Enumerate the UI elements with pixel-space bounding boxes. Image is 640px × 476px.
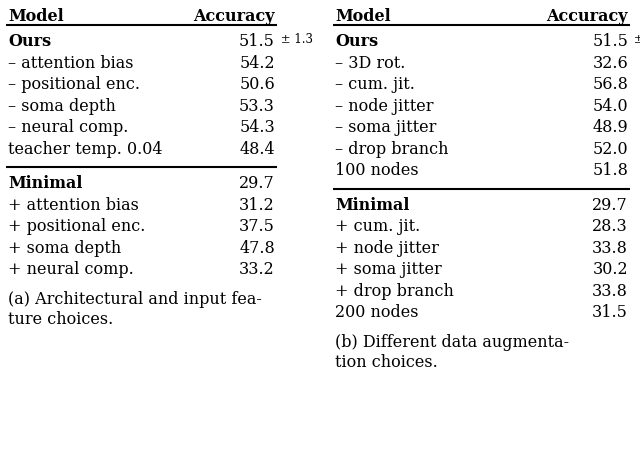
Text: 54.2: 54.2: [239, 55, 275, 71]
Text: 50.6: 50.6: [239, 76, 275, 93]
Text: 48.4: 48.4: [239, 140, 275, 158]
Text: tion choices.: tion choices.: [335, 354, 438, 370]
Text: – soma depth: – soma depth: [8, 98, 116, 115]
Text: 33.8: 33.8: [592, 239, 628, 256]
Text: 54.0: 54.0: [593, 98, 628, 115]
Text: 33.2: 33.2: [239, 261, 275, 278]
Text: 37.5: 37.5: [239, 218, 275, 235]
Text: Model: Model: [8, 8, 63, 25]
Text: ture choices.: ture choices.: [8, 310, 113, 327]
Text: 48.9: 48.9: [592, 119, 628, 136]
Text: 31.5: 31.5: [592, 304, 628, 321]
Text: – positional enc.: – positional enc.: [8, 76, 140, 93]
Text: – node jitter: – node jitter: [335, 98, 433, 115]
Text: + attention bias: + attention bias: [8, 197, 139, 213]
Text: 51.5: 51.5: [592, 33, 628, 50]
Text: Ours: Ours: [8, 33, 51, 50]
Text: – cum. jit.: – cum. jit.: [335, 76, 415, 93]
Text: 100 nodes: 100 nodes: [335, 162, 419, 179]
Text: 32.6: 32.6: [592, 55, 628, 71]
Text: 54.3: 54.3: [239, 119, 275, 136]
Text: Accuracy: Accuracy: [547, 8, 628, 25]
Text: – 3D rot.: – 3D rot.: [335, 55, 405, 71]
Text: + neural comp.: + neural comp.: [8, 261, 134, 278]
Text: teacher temp. 0.04: teacher temp. 0.04: [8, 140, 163, 158]
Text: + soma jitter: + soma jitter: [335, 261, 442, 278]
Text: 29.7: 29.7: [239, 175, 275, 192]
Text: + positional enc.: + positional enc.: [8, 218, 145, 235]
Text: 51.5: 51.5: [239, 33, 275, 50]
Text: + node jitter: + node jitter: [335, 239, 439, 256]
Text: ± 1.3: ± 1.3: [277, 33, 313, 46]
Text: 31.2: 31.2: [239, 197, 275, 213]
Text: – drop branch: – drop branch: [335, 140, 449, 158]
Text: (b) Different data augmenta-: (b) Different data augmenta-: [335, 333, 569, 350]
Text: ± 1.3: ± 1.3: [630, 33, 640, 46]
Text: 51.8: 51.8: [592, 162, 628, 179]
Text: – attention bias: – attention bias: [8, 55, 134, 71]
Text: + soma depth: + soma depth: [8, 239, 121, 256]
Text: 29.7: 29.7: [592, 197, 628, 213]
Text: 47.8: 47.8: [239, 239, 275, 256]
Text: (a) Architectural and input fea-: (a) Architectural and input fea-: [8, 290, 262, 307]
Text: 52.0: 52.0: [593, 140, 628, 158]
Text: + cum. jit.: + cum. jit.: [335, 218, 420, 235]
Text: + drop branch: + drop branch: [335, 282, 454, 299]
Text: 200 nodes: 200 nodes: [335, 304, 419, 321]
Text: Ours: Ours: [335, 33, 378, 50]
Text: 30.2: 30.2: [593, 261, 628, 278]
Text: 33.8: 33.8: [592, 282, 628, 299]
Text: 56.8: 56.8: [592, 76, 628, 93]
Text: 53.3: 53.3: [239, 98, 275, 115]
Text: 28.3: 28.3: [592, 218, 628, 235]
Text: Minimal: Minimal: [8, 175, 83, 192]
Text: Minimal: Minimal: [335, 197, 410, 213]
Text: – neural comp.: – neural comp.: [8, 119, 129, 136]
Text: Accuracy: Accuracy: [193, 8, 275, 25]
Text: – soma jitter: – soma jitter: [335, 119, 436, 136]
Text: Model: Model: [335, 8, 390, 25]
